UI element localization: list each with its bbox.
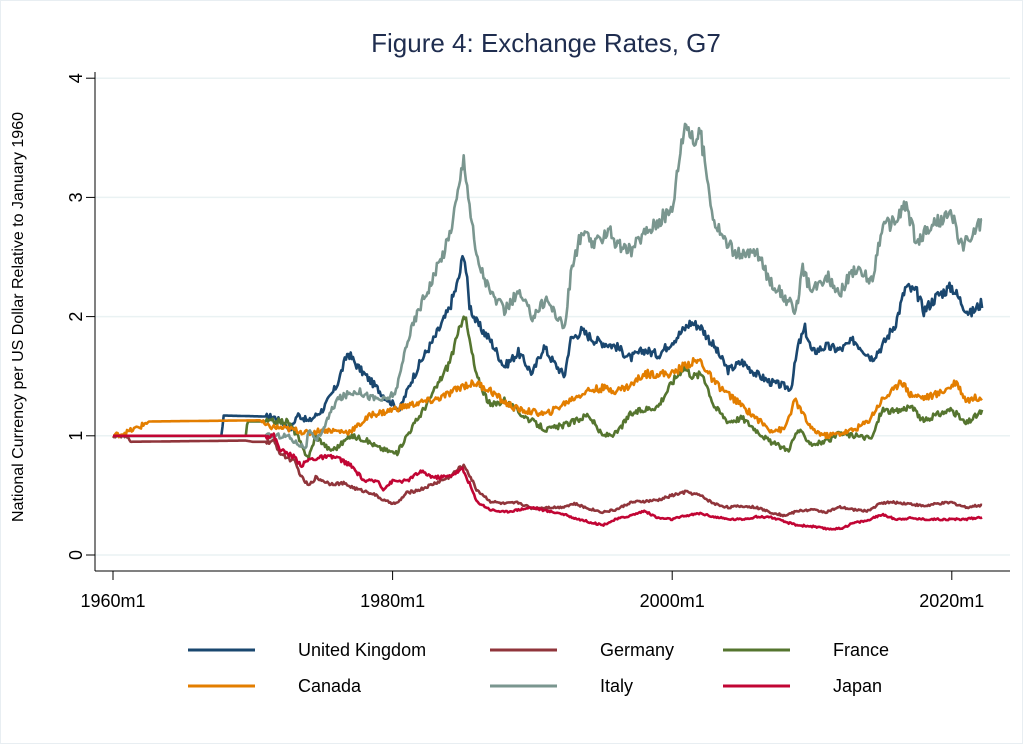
gridlines	[95, 77, 1010, 556]
legend-item-italy: Italy	[490, 676, 633, 696]
x-tick-label: 1980m1	[360, 591, 425, 611]
series-line-italy	[112, 122, 983, 450]
legend-item-germany: Germany	[490, 640, 674, 660]
legend-item-japan: Japan	[723, 676, 882, 696]
legend-label: Japan	[833, 676, 882, 696]
series-line-canada	[112, 357, 983, 440]
y-tick-label: 1	[66, 431, 86, 441]
y-tick-label: 2	[66, 312, 86, 322]
series-lines	[111, 122, 984, 531]
legend-label: Canada	[298, 676, 362, 696]
legend-item-canada: Canada	[188, 676, 362, 696]
series-line-japan	[112, 432, 983, 531]
x-tick-label: 2020m1	[919, 591, 984, 611]
legend-label: France	[833, 640, 889, 660]
legend-item-france: France	[723, 640, 889, 660]
legend-label: United Kingdom	[298, 640, 426, 660]
y-tick-label: 3	[66, 192, 86, 202]
axes: 0 1 2 3 4 1960m1 1980m1 2000m1 2020m1	[66, 72, 1010, 611]
y-tick-label: 0	[66, 550, 86, 560]
series-line-germany	[111, 433, 983, 518]
series-line-united-kingdom	[112, 254, 984, 438]
x-tick-label: 2000m1	[640, 591, 705, 611]
y-tick-label: 4	[66, 73, 86, 83]
legend-item-united-kingdom: United Kingdom	[188, 640, 426, 660]
y-axis-label: National Currency per US Dollar Relative…	[10, 112, 27, 522]
chart-title: Figure 4: Exchange Rates, G7	[371, 28, 721, 58]
x-tick-label: 1960m1	[80, 591, 145, 611]
legend-label: Germany	[600, 640, 674, 660]
legend: United Kingdom Germany France Canada Italy Ja…	[188, 640, 889, 696]
legend-label: Italy	[600, 676, 633, 696]
